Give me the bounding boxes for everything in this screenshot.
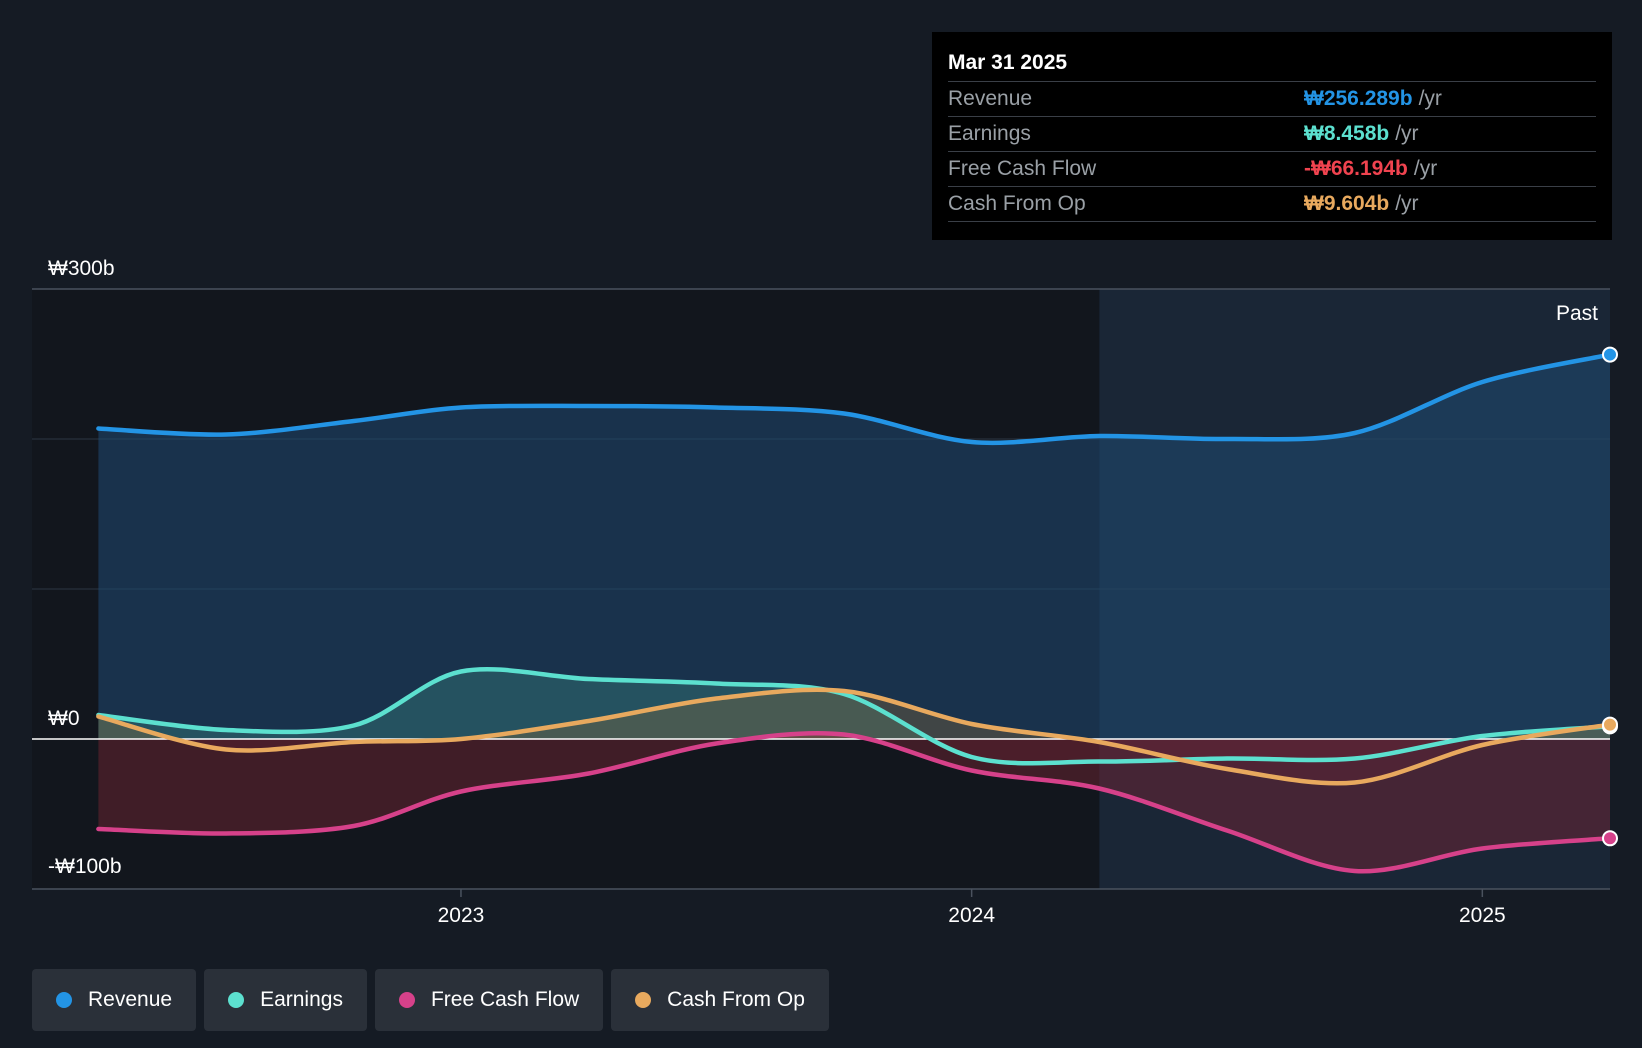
earnings-line xyxy=(96,667,1613,766)
cash-from-op-dot-icon xyxy=(635,992,652,1008)
tooltip-value: -₩66.194b xyxy=(1304,157,1408,180)
legend-item-revenue[interactable]: Revenue xyxy=(32,969,197,1031)
tooltip-value: ₩8.458b xyxy=(1304,122,1390,145)
revenue-area-positive xyxy=(98,354,1610,739)
free-cash-flow-end-point xyxy=(1602,830,1618,847)
tooltip-label: Free Cash Flow xyxy=(948,157,1097,180)
tooltip-date: Mar 31 2025 xyxy=(948,44,1596,82)
legend: Revenue Earnings Free Cash Flow Cash Fro… xyxy=(32,969,837,1031)
tooltip-unit: /yr xyxy=(1395,192,1419,215)
tooltip-row-cash-from-op: Cash From Op ₩9.604b /yr xyxy=(948,187,1596,222)
legend-label: Free Cash Flow xyxy=(430,988,580,1011)
legend-label: Cash From Op xyxy=(667,988,805,1011)
tooltip-unit: /yr xyxy=(1418,87,1442,110)
tooltip-row-free-cash-flow: Free Cash Flow -₩66.194b /yr xyxy=(948,152,1596,187)
tooltip-unit: /yr xyxy=(1413,157,1438,180)
cash-from-op-area-negative xyxy=(98,739,1610,784)
tooltip-unit: /yr xyxy=(1395,122,1419,145)
legend-item-free-cash-flow[interactable]: Free Cash Flow xyxy=(374,969,604,1031)
y-axis-ticks: ₩300b ₩0 -₩100b xyxy=(48,257,122,878)
tooltip-row-revenue: Revenue ₩256.289b /yr xyxy=(948,82,1596,117)
free-cash-flow-dot-icon xyxy=(398,992,415,1008)
tooltip-label: Earnings xyxy=(948,122,1031,145)
tooltip-label: Revenue xyxy=(948,87,1033,110)
free-cash-flow-line xyxy=(96,730,1613,874)
x-tick-label: 2024 xyxy=(948,904,995,927)
tooltip-value: ₩256.289b xyxy=(1304,87,1413,110)
x-axis-ticks: 2023 2024 2025 xyxy=(438,889,1506,927)
revenue-line xyxy=(96,352,1613,446)
legend-item-earnings[interactable]: Earnings xyxy=(204,969,367,1031)
y-tick-label: ₩300b xyxy=(48,257,115,280)
legend-item-cash-from-op[interactable]: Cash From Op xyxy=(611,969,829,1031)
legend-label: Earnings xyxy=(260,988,343,1011)
y-tick-label: -₩100b xyxy=(48,855,122,878)
past-label: Past xyxy=(1556,302,1598,325)
earnings-area-positive xyxy=(98,669,1610,739)
earnings-dot-icon xyxy=(228,992,245,1008)
cash-from-op-area-positive xyxy=(98,689,1610,739)
tooltip-label: Cash From Op xyxy=(948,192,1086,215)
x-tick-label: 2023 xyxy=(438,904,485,927)
series-end-markers xyxy=(1602,346,1618,847)
tooltip-panel: Mar 31 2025 Revenue ₩256.289b /yr Earnin… xyxy=(932,32,1612,240)
cash-from-op-line xyxy=(96,687,1613,786)
tooltip-value: ₩9.604b xyxy=(1304,192,1390,215)
legend-label: Revenue xyxy=(88,988,173,1011)
tooltip-row-earnings: Earnings ₩8.458b /yr xyxy=(948,117,1596,152)
revenue-dot-icon xyxy=(56,992,72,1008)
revenue-end-point xyxy=(1602,346,1618,363)
x-tick-label: 2025 xyxy=(1459,904,1506,927)
series-lines xyxy=(96,352,1613,874)
y-tick-label: ₩0 xyxy=(48,707,80,730)
cash-from-op-end-point xyxy=(1602,716,1618,733)
